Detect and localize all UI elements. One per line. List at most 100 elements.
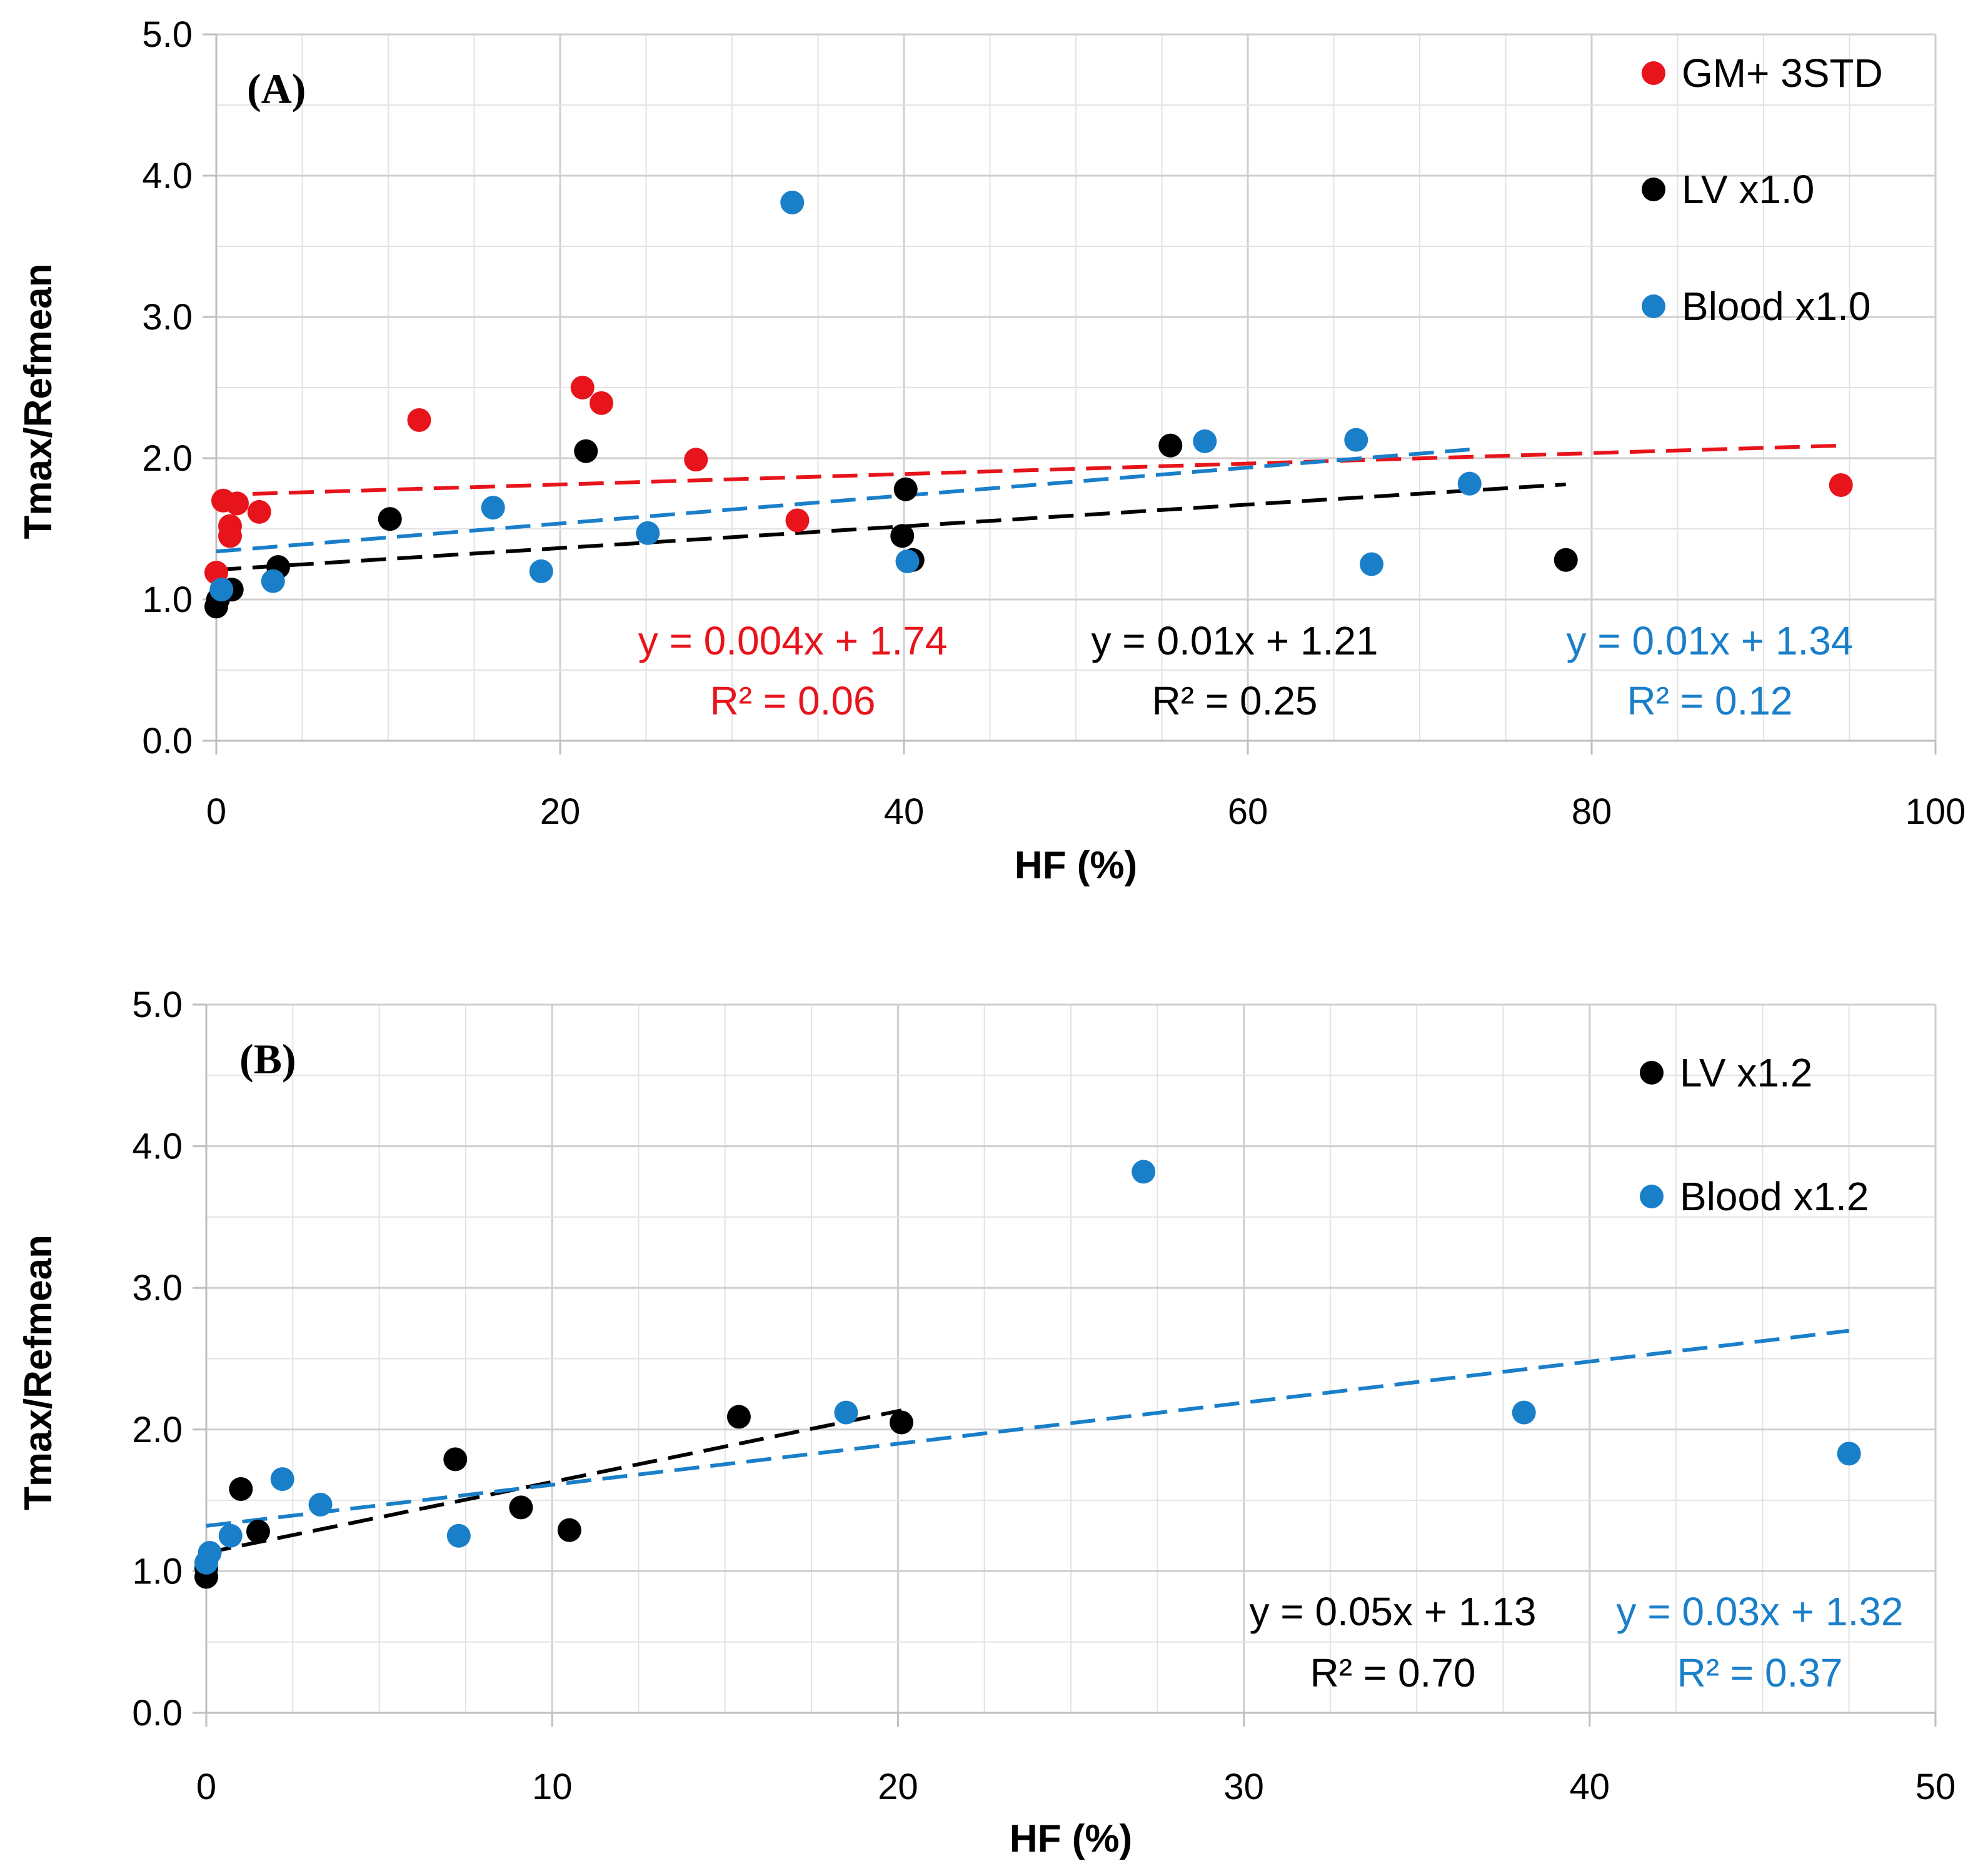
x-tick-label: 40 [1570,1767,1610,1807]
data-point [1193,429,1217,453]
y-tick-label: 0.0 [142,721,193,761]
series-blood-x1-0 [209,190,1482,602]
x-tick-label: 10 [532,1767,573,1807]
data-point [636,521,660,545]
x-tick-label: 0 [196,1767,216,1807]
x-tick-label: 30 [1223,1767,1264,1807]
legend-label: LV x1.2 [1680,1050,1812,1095]
trendline-lv-x1-2 [206,1408,902,1555]
data-point [889,1410,913,1435]
data-point [890,524,915,548]
data-point [270,1467,294,1492]
trendline-lv-x1-0 [216,482,1566,572]
trend-equation: y = 0.01x + 1.34 [1567,618,1854,663]
x-tick-label: 20 [540,791,581,832]
data-point [1512,1400,1536,1425]
data-point [834,1400,858,1425]
panel-label: (B) [239,1035,296,1083]
data-point [726,1405,751,1429]
y-tick-label: 1.0 [142,579,193,620]
series-gm-3std [204,376,1853,585]
data-point [557,1518,581,1542]
trend-equation: y = 0.03x + 1.32 [1617,1589,1904,1634]
data-point [261,569,285,593]
y-tick-label: 2.0 [132,1410,183,1450]
legend-marker [1642,61,1665,85]
data-point [570,376,595,399]
data-point [378,507,402,531]
legend-marker [1642,178,1665,201]
legend-label: Blood x1.0 [1682,284,1870,329]
legend-label: Blood x1.2 [1680,1174,1869,1219]
trend-equation: y = 0.01x + 1.21 [1092,618,1378,663]
data-point [198,1540,222,1565]
data-point [225,491,249,516]
data-point [218,524,242,548]
y-tick-label: 4.0 [142,156,193,196]
data-point [590,391,613,415]
data-point [895,549,920,573]
chart-panel-a: 0.0 1.0 2.0 3.0 4.0 5.0 0 20 40 60 80 100 HF (%) Tmax… [17,14,1965,887]
chart-panel-b: 0.0 1.0 2.0 3.0 4.0 5.0 0 10 20 30 40 50 HF (%) Tmax/… [17,985,1955,1860]
trendline-gm-3std [216,443,1841,497]
x-tick-label: 0 [206,791,226,832]
legend-marker [1640,1185,1664,1208]
y-tick-label: 0.0 [132,1693,183,1733]
data-point [1158,433,1183,458]
data-point [446,1523,471,1548]
y-axis-title: Tmax/Refmean [17,1235,60,1510]
y-tick-label: 5.0 [142,14,193,55]
y-axis-title: Tmax/Refmean [17,263,60,539]
y-tick-label: 3.0 [142,297,193,338]
legend: GM+ 3STD LV x1.0 Blood x1.0 [1642,51,1883,329]
data-point [229,1477,253,1501]
y-tick-label: 5.0 [132,985,183,1025]
trend-r-squared: R² = 0.06 [710,678,875,723]
x-tick-label: 80 [1572,791,1612,832]
trend-r-squared: R² = 0.37 [1677,1650,1842,1695]
legend: LV x1.2 Blood x1.2 [1640,1050,1869,1219]
data-point [1554,548,1578,572]
x-tick-label: 20 [878,1767,918,1807]
y-tick-label: 3.0 [132,1268,183,1308]
x-tick-label: 60 [1228,791,1268,832]
legend-marker [1640,1061,1664,1085]
data-point [1457,471,1482,496]
data-point [1837,1442,1861,1466]
data-point [509,1495,533,1520]
trend-equation: y = 0.05x + 1.13 [1250,1589,1537,1634]
trend-r-squared: R² = 0.12 [1627,678,1792,723]
x-tick-label: 50 [1915,1767,1956,1807]
panel-label: (A) [247,65,306,113]
data-point [218,1523,243,1548]
legend-label: GM+ 3STD [1682,51,1883,96]
data-point [574,439,598,463]
data-point [893,477,918,501]
trendline-blood-x1-2 [206,1328,1850,1528]
y-tick-label: 2.0 [142,438,193,479]
data-point [780,190,805,214]
data-point [481,496,505,520]
gridlines [206,1003,1937,1713]
data-point [684,448,708,472]
data-point [308,1492,333,1517]
x-tick-label: 40 [884,791,925,832]
x-axis-title: HF (%) [1015,844,1137,887]
data-point [1344,428,1368,452]
gridlines [216,33,1937,741]
data-point [443,1447,468,1472]
data-point [246,1519,270,1543]
x-tick-label: 100 [1905,791,1966,832]
series-lv-x1-2 [194,1405,913,1589]
data-point [209,578,234,602]
series-blood-x1-2 [194,1160,1861,1575]
trend-r-squared: R² = 0.25 [1152,678,1317,723]
legend-label: LV x1.0 [1682,167,1814,212]
data-point [247,499,271,524]
data-point [407,408,431,432]
trend-equation: y = 0.004x + 1.74 [638,618,948,663]
data-point [1360,552,1383,576]
data-point [1829,473,1853,497]
legend-marker [1642,294,1665,318]
